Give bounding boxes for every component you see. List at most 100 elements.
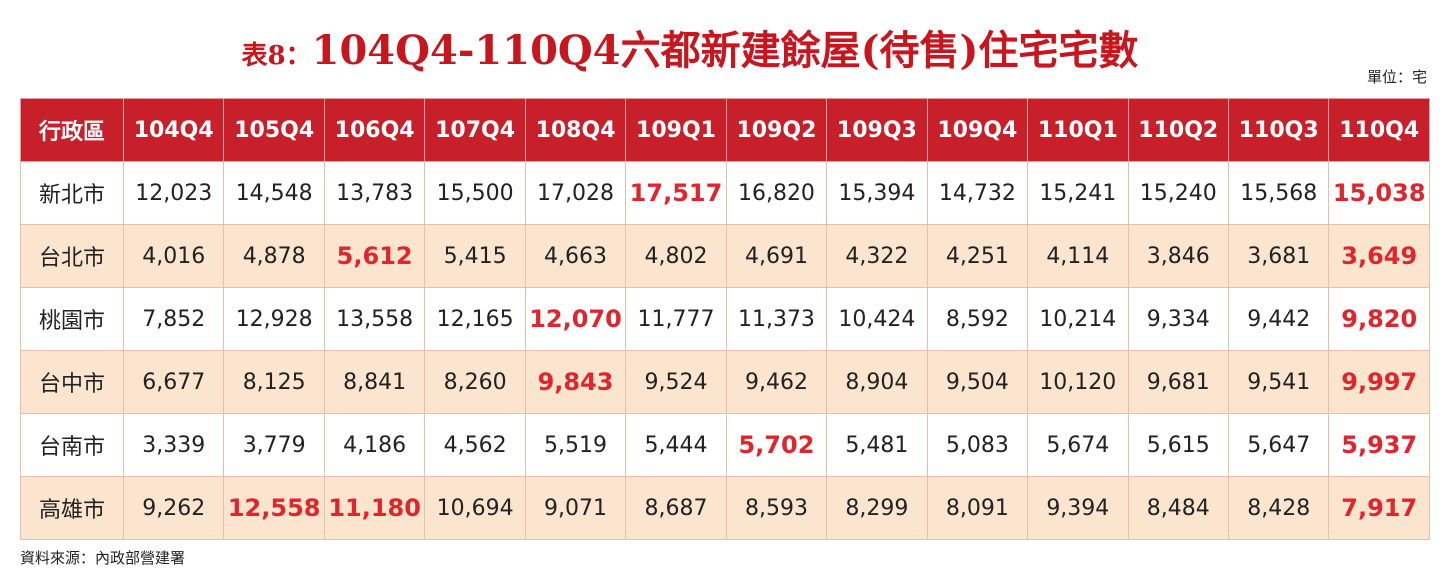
table-cell: 14,732 [926, 161, 1029, 225]
table-body: 新北市 12,023 14,548 13,783 15,500 17,028 17,517 1… [20, 161, 1430, 540]
row-label: 台南市 [20, 413, 124, 477]
table-cell: 9,334 [1127, 287, 1229, 351]
column-header: 105Q4 [223, 98, 325, 162]
table-cell: 9,462 [725, 350, 828, 414]
table-cell: 11,777 [625, 287, 727, 351]
table-cell: 12,070 [524, 287, 627, 351]
table-cell: 7,852 [122, 287, 225, 351]
column-header: 110Q1 [1027, 98, 1129, 162]
column-header: 110Q3 [1227, 98, 1330, 162]
table-cell: 9,394 [1027, 476, 1129, 540]
table-cell: 12,928 [223, 287, 325, 351]
table-cell: 8,091 [926, 476, 1029, 540]
table-cell: 3,339 [122, 413, 225, 477]
table-cell: 3,846 [1127, 224, 1229, 288]
table-cell: 5,702 [725, 413, 828, 477]
table-row: 新北市 12,023 14,548 13,783 15,500 17,028 17,517 1… [20, 161, 1430, 225]
table-cell: 15,500 [424, 161, 526, 225]
table-cell: 9,681 [1127, 350, 1229, 414]
table-cell: 14,548 [223, 161, 325, 225]
table-row: 台北市 4,016 4,878 5,612 5,415 4,663 4,802 4,691 4,… [20, 224, 1430, 288]
row-label: 高雄市 [20, 476, 124, 540]
column-header: 109Q3 [826, 98, 928, 162]
table-cell: 17,028 [524, 161, 627, 225]
table-cell: 10,424 [826, 287, 928, 351]
table-cell: 4,016 [122, 224, 225, 288]
column-header: 110Q4 [1328, 98, 1430, 162]
table-cell: 3,649 [1328, 224, 1430, 288]
column-header: 107Q4 [424, 98, 526, 162]
table-cell: 4,691 [725, 224, 828, 288]
table-cell: 8,299 [826, 476, 928, 540]
table-cell: 8,904 [826, 350, 928, 414]
table-cell: 5,612 [323, 224, 426, 288]
table-cell: 8,428 [1227, 476, 1330, 540]
table-cell: 5,937 [1328, 413, 1430, 477]
table-cell: 12,558 [223, 476, 325, 540]
table-cell: 11,373 [725, 287, 828, 351]
table-cell: 9,071 [524, 476, 627, 540]
table-head: 行政區 104Q4 105Q4 106Q4 107Q4 108Q4 109Q1 109Q2 10… [20, 98, 1430, 162]
table-cell: 13,783 [323, 161, 426, 225]
table-cell: 10,120 [1027, 350, 1129, 414]
data-table: 行政區 104Q4 105Q4 106Q4 107Q4 108Q4 109Q1 109Q2 10… [20, 98, 1430, 540]
table-cell: 4,663 [524, 224, 627, 288]
table-cell: 3,779 [223, 413, 325, 477]
table-cell: 15,394 [826, 161, 928, 225]
table-cell: 5,415 [424, 224, 526, 288]
unit-note: 單位：宅 [1366, 68, 1427, 86]
source-note: 資料來源：內政部營建署 [20, 549, 186, 567]
table-cell: 6,677 [122, 350, 225, 414]
table-cell: 8,841 [323, 350, 426, 414]
table-cell: 5,519 [524, 413, 627, 477]
column-header: 109Q1 [625, 98, 727, 162]
table-cell: 12,165 [424, 287, 526, 351]
header-row: 行政區 104Q4 105Q4 106Q4 107Q4 108Q4 109Q1 109Q2 10… [20, 98, 1430, 162]
table-row: 高雄市 9,262 12,558 11,180 10,694 9,071 8,687 8,59… [20, 476, 1430, 540]
title: 104Q4-110Q4六都新建餘屋(待售)住宅宅數 [311, 27, 1139, 74]
table-cell: 10,694 [424, 476, 526, 540]
table-cell: 9,504 [926, 350, 1029, 414]
table-row: 桃園市 7,852 12,928 13,558 12,165 12,070 11,777 11… [20, 287, 1430, 351]
table-cell: 4,802 [625, 224, 727, 288]
table-cell: 11,180 [323, 476, 426, 540]
table-cell: 17,517 [625, 161, 727, 225]
table-cell: 9,843 [524, 350, 627, 414]
table-cell: 10,214 [1027, 287, 1129, 351]
table-cell: 9,820 [1328, 287, 1430, 351]
table-cell: 9,524 [625, 350, 727, 414]
table-cell: 13,558 [323, 287, 426, 351]
table-cell: 4,322 [826, 224, 928, 288]
table-cell: 9,541 [1227, 350, 1330, 414]
table-cell: 8,125 [223, 350, 325, 414]
column-header: 106Q4 [323, 98, 426, 162]
table-cell: 15,038 [1328, 161, 1430, 225]
table-cell: 5,674 [1027, 413, 1129, 477]
table-cell: 3,681 [1227, 224, 1330, 288]
table-cell: 5,444 [625, 413, 727, 477]
table-cell: 5,615 [1127, 413, 1229, 477]
table-cell: 8,260 [424, 350, 526, 414]
table-cell: 4,878 [223, 224, 325, 288]
table-cell: 12,023 [122, 161, 225, 225]
row-label: 桃園市 [20, 287, 124, 351]
table-cell: 15,241 [1027, 161, 1129, 225]
table-cell: 4,562 [424, 413, 526, 477]
table-cell: 4,186 [323, 413, 426, 477]
title-prefix: 表8： [241, 41, 312, 71]
table-row: 台中市 6,677 8,125 8,841 8,260 9,843 9,524 9,462 8,… [20, 350, 1430, 414]
table-cell: 5,481 [826, 413, 928, 477]
table-row: 台南市 3,339 3,779 4,186 4,562 5,519 5,444 5,702 5,… [20, 413, 1430, 477]
table-cell: 16,820 [725, 161, 828, 225]
table-cell: 8,593 [725, 476, 828, 540]
column-header: 109Q2 [725, 98, 828, 162]
table-cell: 8,592 [926, 287, 1029, 351]
table-cell: 5,083 [926, 413, 1029, 477]
table-cell: 9,442 [1227, 287, 1330, 351]
table-cell: 8,687 [625, 476, 727, 540]
row-label: 新北市 [20, 161, 124, 225]
column-header: 108Q4 [524, 98, 627, 162]
table-cell: 9,997 [1328, 350, 1430, 414]
